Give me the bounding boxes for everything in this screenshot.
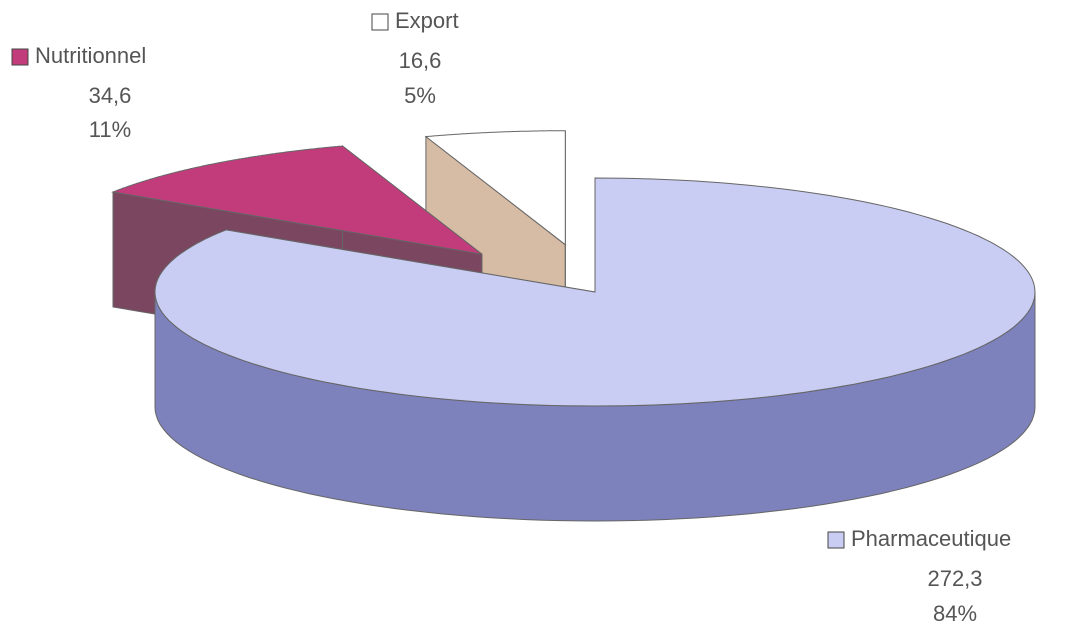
percent-label: 5%	[404, 83, 436, 108]
legend-swatch	[11, 48, 29, 66]
slice	[111, 145, 483, 255]
category-label: Nutritionnel	[35, 43, 146, 68]
value-label: 34,6	[89, 83, 132, 108]
slice	[424, 130, 566, 246]
percent-label: 84%	[933, 601, 977, 626]
legend-swatch	[371, 13, 389, 31]
slice	[154, 177, 1036, 407]
value-label: 16,6	[399, 48, 442, 73]
percent-label: 11%	[89, 117, 131, 142]
value-label: 272,3	[927, 566, 982, 591]
category-label: Pharmaceutique	[851, 526, 1011, 551]
category-label: Export	[395, 8, 459, 33]
legend-swatch	[827, 531, 845, 549]
